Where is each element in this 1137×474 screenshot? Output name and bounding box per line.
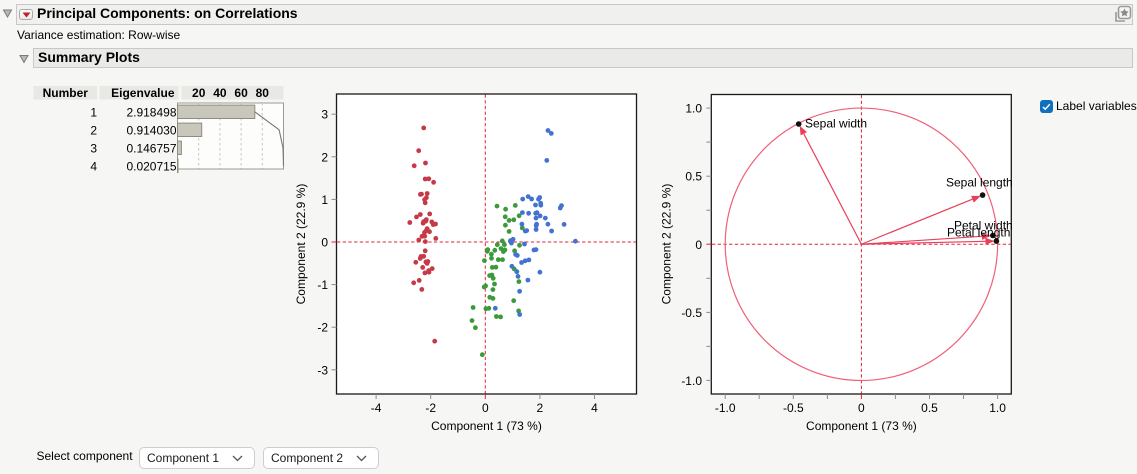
svg-text:Petal length: Petal length [947, 226, 1010, 240]
svg-text:1.0: 1.0 [989, 401, 1006, 415]
svg-text:0.5: 0.5 [921, 401, 938, 415]
svg-text:-1: -1 [317, 278, 328, 292]
svg-text:2: 2 [321, 150, 328, 164]
svg-text:0: 0 [858, 401, 865, 415]
svg-text:1: 1 [321, 193, 328, 207]
svg-text:-3: -3 [317, 363, 328, 377]
svg-text:-2: -2 [425, 401, 436, 415]
svg-text:-2: -2 [317, 321, 328, 335]
svg-text:Number: Number [43, 86, 89, 100]
svg-text:Component 1 (73 %): Component 1 (73 %) [431, 419, 542, 433]
svg-text:4: 4 [90, 159, 97, 173]
svg-text:2.918498: 2.918498 [126, 105, 176, 119]
svg-text:20: 20 [192, 86, 206, 100]
svg-text:1: 1 [90, 105, 97, 119]
svg-text:Sepal length: Sepal length [946, 176, 1013, 190]
svg-text:Sepal width: Sepal width [805, 117, 867, 131]
svg-text:-1.0: -1.0 [715, 401, 736, 415]
svg-text:2: 2 [537, 401, 544, 415]
svg-text:-4: -4 [371, 401, 382, 415]
svg-text:0.146757: 0.146757 [126, 141, 176, 155]
svg-text:4: 4 [591, 401, 598, 415]
svg-text:Component 2 (22.9 %): Component 2 (22.9 %) [660, 184, 674, 305]
svg-text:0.020715: 0.020715 [126, 159, 176, 173]
svg-text:40: 40 [213, 86, 227, 100]
svg-text:60: 60 [234, 86, 248, 100]
svg-text:2: 2 [90, 123, 97, 137]
svg-text:Petal width: Petal width [954, 219, 1013, 233]
svg-text:-0.5: -0.5 [681, 306, 702, 320]
svg-text:80: 80 [256, 86, 270, 100]
svg-text:Component 1 (73 %): Component 1 (73 %) [806, 419, 917, 433]
svg-text:0: 0 [482, 401, 489, 415]
svg-text:Eigenvalue: Eigenvalue [111, 86, 175, 100]
svg-text:0: 0 [321, 236, 328, 250]
svg-text:-1.0: -1.0 [681, 374, 702, 388]
svg-text:Component 2 (22.9 %): Component 2 (22.9 %) [294, 184, 308, 305]
svg-text:0.914030: 0.914030 [126, 123, 176, 137]
svg-text:1.0: 1.0 [685, 102, 702, 116]
svg-text:3: 3 [90, 141, 97, 155]
svg-text:3: 3 [321, 108, 328, 122]
svg-text:-0.5: -0.5 [783, 401, 804, 415]
svg-text:0: 0 [695, 238, 702, 252]
svg-text:0.5: 0.5 [685, 170, 702, 184]
